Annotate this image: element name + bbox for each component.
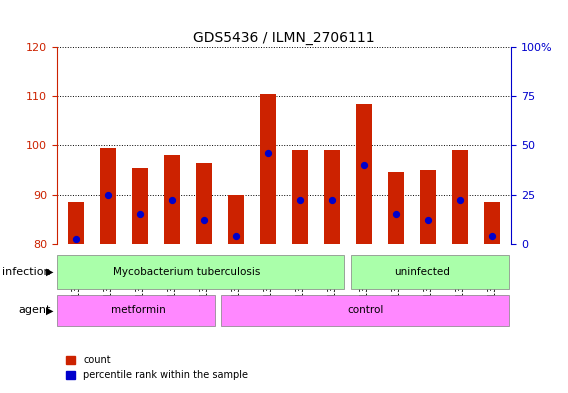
Point [199,217,208,223]
Point [487,233,496,239]
Text: agent: agent [19,305,51,316]
FancyBboxPatch shape [222,295,509,326]
Bar [292,150,308,244]
Bar [228,195,244,244]
Bar [132,167,148,244]
Point [424,217,433,223]
Bar [452,150,468,244]
Text: ▶: ▶ [47,305,54,316]
FancyBboxPatch shape [57,295,215,326]
Bar [324,150,340,244]
Bar [68,202,84,244]
Bar [484,202,500,244]
Bar [420,170,436,244]
Point [264,150,273,156]
Bar [100,148,116,244]
Text: infection: infection [2,267,51,277]
Text: metformin: metformin [111,305,165,316]
Point [295,197,304,204]
Point [360,162,369,168]
Point [168,197,177,204]
Text: ▶: ▶ [47,267,54,277]
Bar [356,104,372,244]
Point [456,197,465,204]
Bar [388,173,404,244]
FancyBboxPatch shape [351,255,509,289]
Point [328,197,337,204]
Point [391,211,400,217]
FancyBboxPatch shape [57,255,344,289]
Text: Mycobacterium tuberculosis: Mycobacterium tuberculosis [113,267,260,277]
Legend: count, percentile rank within the sample: count, percentile rank within the sample [62,352,252,384]
Bar [260,94,276,244]
Point [231,233,240,239]
Bar [196,163,212,244]
Point [135,211,144,217]
Text: control: control [347,305,383,316]
Bar [164,155,180,244]
Point [72,235,81,242]
Point [103,191,112,198]
Text: uninfected: uninfected [394,267,450,277]
Title: GDS5436 / ILMN_2706111: GDS5436 / ILMN_2706111 [193,31,375,45]
